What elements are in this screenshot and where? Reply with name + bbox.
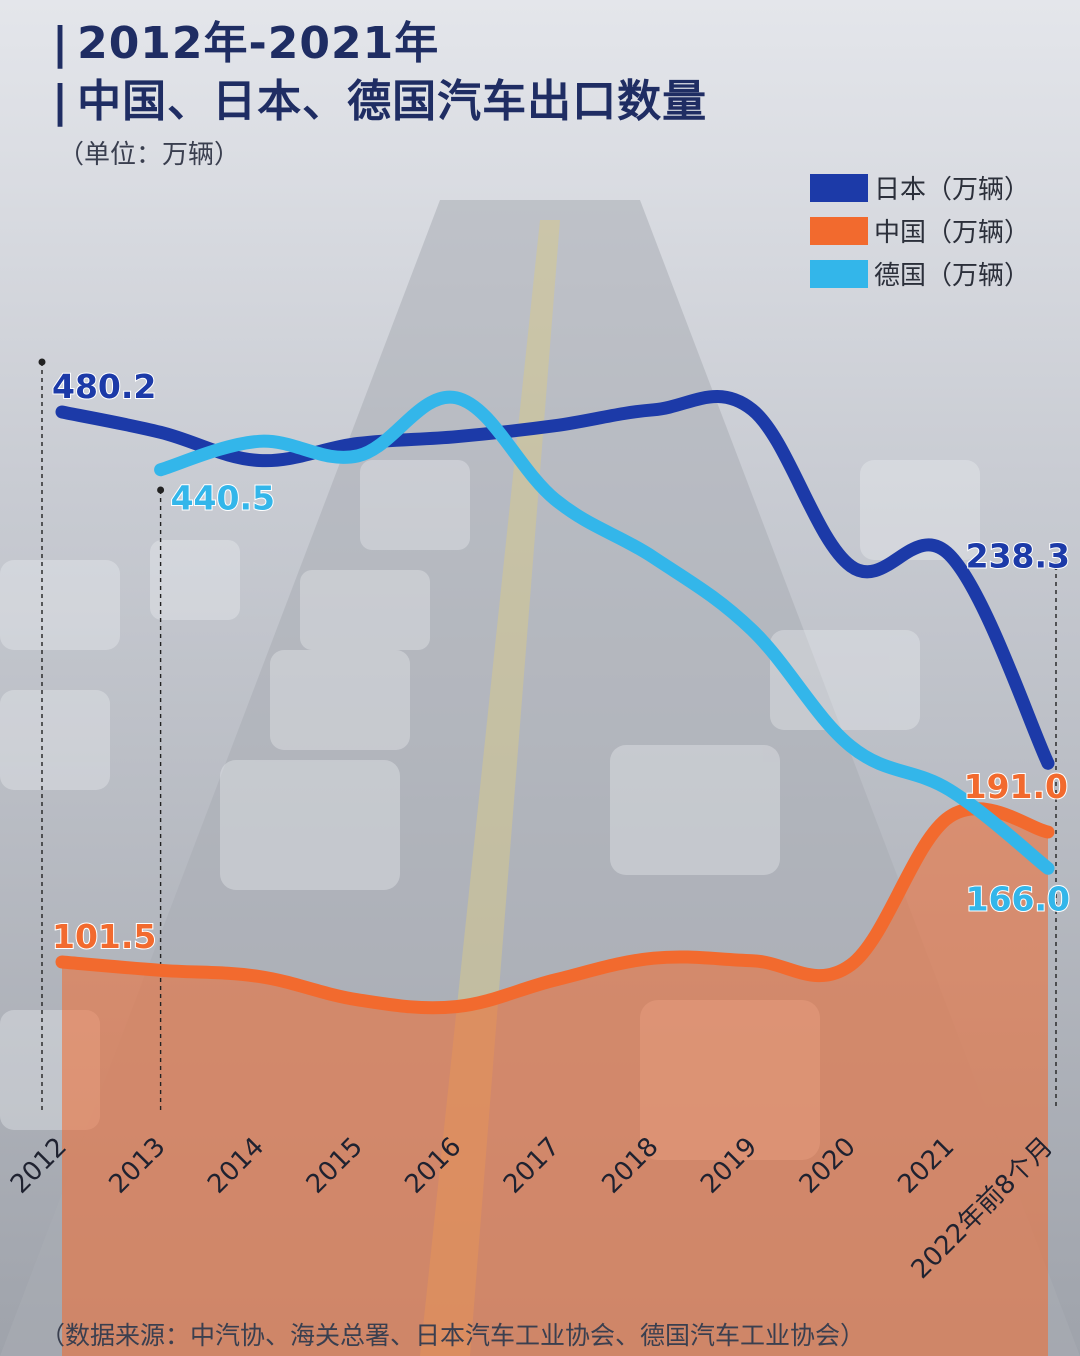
- data-label-germany-2022年前8个月: 166.0: [966, 879, 1070, 918]
- series-line-china: [55, 802, 1055, 1015]
- data-source-note: （数据来源：中汽协、海关总署、日本汽车工业协会、德国汽车工业协会）: [40, 1321, 866, 1350]
- series-line-germany: [154, 390, 1055, 875]
- legend-label-china: 中国（万辆）: [874, 218, 1031, 248]
- data-label-china-2022年前8个月: 191.0: [964, 767, 1068, 806]
- unit-label: （单位：万辆）: [58, 140, 241, 170]
- legend-item-china: 中国（万辆）: [810, 209, 1030, 252]
- data-label-japan-2022年前8个月: 238.3: [966, 536, 1070, 575]
- data-label-germany-2013: 440.5: [171, 479, 275, 518]
- data-label-japan-2012: 480.2: [52, 367, 156, 406]
- legend-swatch-japan: [810, 173, 868, 202]
- legend-swatch-germany: [810, 259, 868, 288]
- chart-title-subject: 中国、日本、德国汽车出口数量: [77, 76, 708, 127]
- guide-line-2013-dot: [157, 486, 165, 494]
- legend-label-japan: 日本（万辆）: [874, 175, 1031, 205]
- guide-line-2012-dot: [38, 358, 46, 366]
- legend-item-japan: 日本（万辆）: [810, 166, 1030, 209]
- chart-legend: 日本（万辆） 中国（万辆） 德国（万辆）: [810, 166, 1030, 295]
- chart-title-line-1: | 2012年-2021年: [52, 18, 440, 69]
- chart-title-years: 2012年-2021年: [77, 18, 440, 69]
- legend-swatch-china: [810, 216, 868, 245]
- data-label-china-2012: 101.5: [52, 917, 156, 956]
- legend-item-germany: 德国（万辆）: [810, 252, 1030, 295]
- series-line-japan: [55, 390, 1055, 770]
- guide-line-last-dot: [1052, 562, 1060, 570]
- area-fill-china: [62, 808, 1048, 1356]
- legend-label-germany: 德国（万辆）: [874, 261, 1031, 291]
- chart-title-line-2: | 中国、日本、德国汽车出口数量: [52, 76, 708, 127]
